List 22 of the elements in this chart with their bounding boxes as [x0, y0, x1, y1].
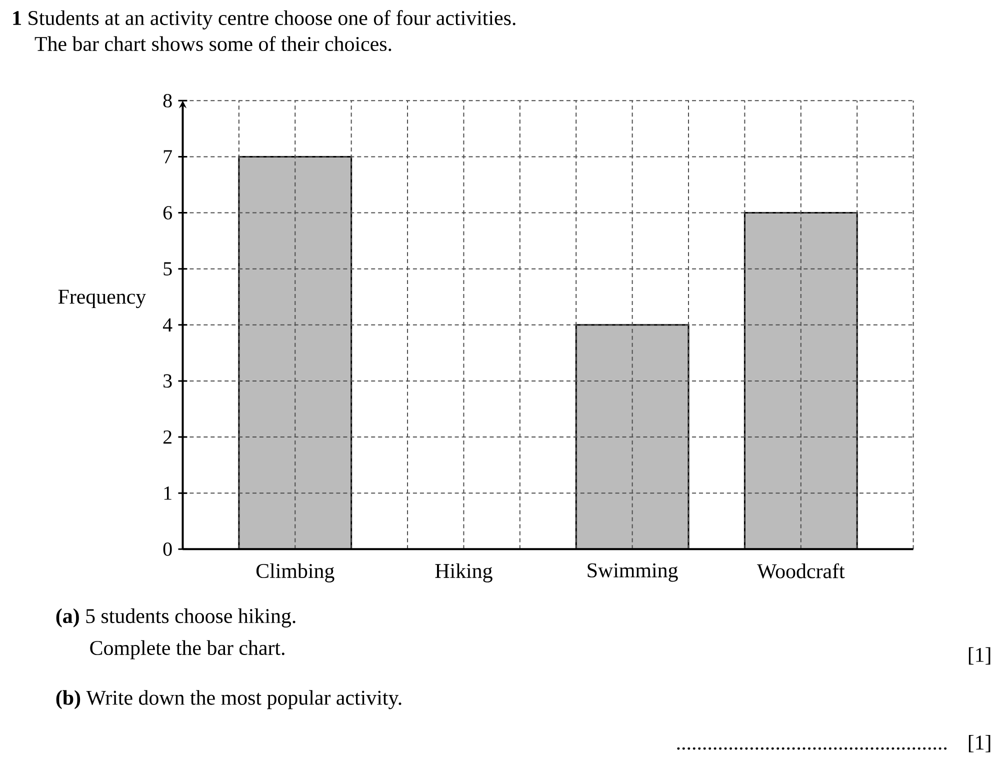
- y-tick-label: 4: [162, 318, 172, 332]
- text: Complete the bar chart.: [90, 640, 284, 660]
- y-tick-label: 1: [164, 486, 172, 500]
- text: [1]: [968, 647, 990, 664]
- y-tick-label: 8: [163, 94, 172, 108]
- chart-subtitle: The bar chart shows some of their choices.: [34, 36, 392, 51]
- y-tick-label: 5: [164, 262, 172, 276]
- x-tick-label: Climbing: [256, 563, 334, 582]
- x-tick-label: Hiking: [435, 563, 492, 582]
- chart-title: 1 Students at an activity centre choose one of four activities.: [13, 10, 516, 30]
- text: [1]: [968, 734, 990, 752]
- x-tick-label: Woodcraft: [757, 563, 845, 578]
- y-tick-label: 7: [164, 150, 172, 164]
- y-tick-label: 0: [163, 542, 172, 556]
- y-tick-label: 3: [164, 374, 172, 388]
- y-axis-title: Frequency: [58, 290, 146, 308]
- text: (b) Write down the most popular activity.: [56, 690, 402, 709]
- y-tick-label: 6: [163, 206, 172, 220]
- x-tick-label: Swimming: [588, 563, 678, 582]
- text: ....................................................: [677, 747, 947, 750]
- text: (a) 5 students choose hiking.: [56, 608, 296, 628]
- y-tick-label: 2: [163, 430, 172, 444]
